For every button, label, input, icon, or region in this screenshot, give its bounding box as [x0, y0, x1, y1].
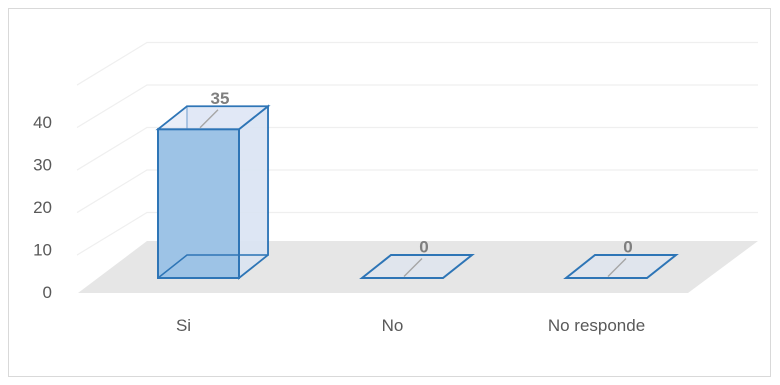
data-label: 35 [211, 89, 230, 108]
data-label: 0 [419, 238, 428, 257]
grid-line [76, 169, 758, 214]
data-label-leader [607, 258, 627, 277]
y-tick-label: 30 [33, 156, 52, 175]
grid-line [76, 211, 758, 256]
y-axis-ticks: 0 10 20 30 40 [33, 113, 52, 302]
bar-zero-face [359, 254, 475, 279]
bar-side-face [238, 104, 269, 280]
bar-2: 0 No [359, 238, 475, 335]
bar-inner-edge [157, 254, 268, 279]
bar-zero-face [563, 254, 679, 279]
grid-line [76, 41, 758, 86]
data-label-leader [403, 258, 423, 277]
grid-line [76, 84, 758, 129]
y-tick-label: 40 [33, 113, 52, 132]
data-label-leader [199, 109, 219, 129]
bar-top-face [155, 105, 271, 131]
grid-line [76, 126, 758, 171]
bar-1: 35 Si [155, 89, 271, 335]
x-category-label: No responde [548, 316, 645, 335]
data-label: 0 [623, 238, 632, 257]
chart-area [8, 8, 771, 377]
grid-lines [76, 41, 758, 256]
x-category-label: Si [176, 316, 191, 335]
y-tick-label: 10 [33, 241, 52, 260]
y-tick-label: 0 [43, 283, 52, 302]
bar-3: 0 No responde [548, 238, 679, 335]
x-category-label: No [382, 316, 404, 335]
y-tick-label: 20 [33, 198, 52, 217]
